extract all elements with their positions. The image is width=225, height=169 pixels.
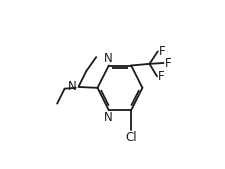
Text: F: F — [159, 45, 165, 58]
Text: N: N — [68, 80, 77, 93]
Text: F: F — [164, 56, 171, 69]
Text: N: N — [104, 111, 112, 124]
Text: Cl: Cl — [125, 131, 137, 144]
Text: F: F — [158, 70, 164, 83]
Text: N: N — [104, 52, 112, 65]
